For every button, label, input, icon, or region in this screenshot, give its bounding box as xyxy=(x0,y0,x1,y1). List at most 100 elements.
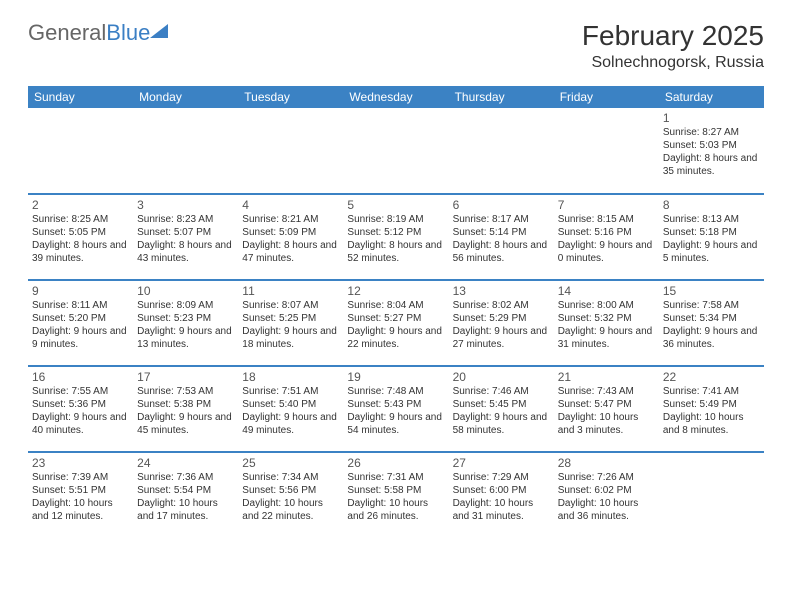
day-number: 2 xyxy=(32,198,129,212)
day-info: Sunrise: 8:13 AMSunset: 5:18 PMDaylight:… xyxy=(663,213,760,265)
calendar-cell: 14Sunrise: 8:00 AMSunset: 5:32 PMDayligh… xyxy=(554,280,659,366)
logo-text-blue: Blue xyxy=(106,20,150,45)
day-info: Sunrise: 7:31 AMSunset: 5:58 PMDaylight:… xyxy=(347,471,444,523)
calendar-cell xyxy=(133,108,238,194)
calendar-cell: 3Sunrise: 8:23 AMSunset: 5:07 PMDaylight… xyxy=(133,194,238,280)
calendar-cell: 2Sunrise: 8:25 AMSunset: 5:05 PMDaylight… xyxy=(28,194,133,280)
calendar-cell: 21Sunrise: 7:43 AMSunset: 5:47 PMDayligh… xyxy=(554,366,659,452)
calendar-cell: 7Sunrise: 8:15 AMSunset: 5:16 PMDaylight… xyxy=(554,194,659,280)
calendar-cell xyxy=(659,452,764,538)
day-info: Sunrise: 8:17 AMSunset: 5:14 PMDaylight:… xyxy=(453,213,550,265)
calendar-cell xyxy=(28,108,133,194)
day-info: Sunrise: 7:39 AMSunset: 5:51 PMDaylight:… xyxy=(32,471,129,523)
day-number: 10 xyxy=(137,284,234,298)
day-info: Sunrise: 7:58 AMSunset: 5:34 PMDaylight:… xyxy=(663,299,760,351)
day-info: Sunrise: 8:11 AMSunset: 5:20 PMDaylight:… xyxy=(32,299,129,351)
calendar-cell: 26Sunrise: 7:31 AMSunset: 5:58 PMDayligh… xyxy=(343,452,448,538)
day-header: Wednesday xyxy=(343,86,448,108)
calendar-row: 16Sunrise: 7:55 AMSunset: 5:36 PMDayligh… xyxy=(28,366,764,452)
day-info: Sunrise: 8:23 AMSunset: 5:07 PMDaylight:… xyxy=(137,213,234,265)
calendar-cell: 1Sunrise: 8:27 AMSunset: 5:03 PMDaylight… xyxy=(659,108,764,194)
day-number: 24 xyxy=(137,456,234,470)
day-number: 25 xyxy=(242,456,339,470)
logo-text: GeneralBlue xyxy=(28,20,150,46)
day-info: Sunrise: 8:04 AMSunset: 5:27 PMDaylight:… xyxy=(347,299,444,351)
calendar-row: 9Sunrise: 8:11 AMSunset: 5:20 PMDaylight… xyxy=(28,280,764,366)
day-number: 12 xyxy=(347,284,444,298)
day-header: Tuesday xyxy=(238,86,343,108)
day-number: 16 xyxy=(32,370,129,384)
day-number: 9 xyxy=(32,284,129,298)
day-info: Sunrise: 7:34 AMSunset: 5:56 PMDaylight:… xyxy=(242,471,339,523)
day-number: 17 xyxy=(137,370,234,384)
calendar-cell: 27Sunrise: 7:29 AMSunset: 6:00 PMDayligh… xyxy=(449,452,554,538)
calendar-cell: 23Sunrise: 7:39 AMSunset: 5:51 PMDayligh… xyxy=(28,452,133,538)
day-number: 3 xyxy=(137,198,234,212)
day-info: Sunrise: 7:46 AMSunset: 5:45 PMDaylight:… xyxy=(453,385,550,437)
day-header-row: SundayMondayTuesdayWednesdayThursdayFrid… xyxy=(28,86,764,108)
day-number: 8 xyxy=(663,198,760,212)
day-number: 28 xyxy=(558,456,655,470)
day-info: Sunrise: 7:36 AMSunset: 5:54 PMDaylight:… xyxy=(137,471,234,523)
calendar-cell: 24Sunrise: 7:36 AMSunset: 5:54 PMDayligh… xyxy=(133,452,238,538)
day-info: Sunrise: 8:09 AMSunset: 5:23 PMDaylight:… xyxy=(137,299,234,351)
calendar-cell xyxy=(449,108,554,194)
day-number: 15 xyxy=(663,284,760,298)
day-info: Sunrise: 8:25 AMSunset: 5:05 PMDaylight:… xyxy=(32,213,129,265)
day-number: 19 xyxy=(347,370,444,384)
day-number: 18 xyxy=(242,370,339,384)
day-info: Sunrise: 7:48 AMSunset: 5:43 PMDaylight:… xyxy=(347,385,444,437)
calendar-cell: 10Sunrise: 8:09 AMSunset: 5:23 PMDayligh… xyxy=(133,280,238,366)
day-number: 20 xyxy=(453,370,550,384)
calendar-body: 1Sunrise: 8:27 AMSunset: 5:03 PMDaylight… xyxy=(28,108,764,538)
calendar-cell xyxy=(343,108,448,194)
day-info: Sunrise: 8:07 AMSunset: 5:25 PMDaylight:… xyxy=(242,299,339,351)
calendar-cell: 13Sunrise: 8:02 AMSunset: 5:29 PMDayligh… xyxy=(449,280,554,366)
day-info: Sunrise: 7:26 AMSunset: 6:02 PMDaylight:… xyxy=(558,471,655,523)
calendar-cell: 11Sunrise: 8:07 AMSunset: 5:25 PMDayligh… xyxy=(238,280,343,366)
day-number: 11 xyxy=(242,284,339,298)
day-number: 13 xyxy=(453,284,550,298)
day-info: Sunrise: 7:51 AMSunset: 5:40 PMDaylight:… xyxy=(242,385,339,437)
day-info: Sunrise: 8:21 AMSunset: 5:09 PMDaylight:… xyxy=(242,213,339,265)
day-info: Sunrise: 7:41 AMSunset: 5:49 PMDaylight:… xyxy=(663,385,760,437)
calendar-cell: 12Sunrise: 8:04 AMSunset: 5:27 PMDayligh… xyxy=(343,280,448,366)
calendar-cell: 4Sunrise: 8:21 AMSunset: 5:09 PMDaylight… xyxy=(238,194,343,280)
day-number: 21 xyxy=(558,370,655,384)
day-number: 6 xyxy=(453,198,550,212)
calendar-cell: 25Sunrise: 7:34 AMSunset: 5:56 PMDayligh… xyxy=(238,452,343,538)
day-number: 26 xyxy=(347,456,444,470)
day-header: Thursday xyxy=(449,86,554,108)
calendar-cell: 16Sunrise: 7:55 AMSunset: 5:36 PMDayligh… xyxy=(28,366,133,452)
calendar-cell xyxy=(554,108,659,194)
header: GeneralBlue February 2025 Solnechnogorsk… xyxy=(28,20,764,72)
day-number: 27 xyxy=(453,456,550,470)
calendar-cell: 20Sunrise: 7:46 AMSunset: 5:45 PMDayligh… xyxy=(449,366,554,452)
day-info: Sunrise: 7:43 AMSunset: 5:47 PMDaylight:… xyxy=(558,385,655,437)
calendar-cell: 19Sunrise: 7:48 AMSunset: 5:43 PMDayligh… xyxy=(343,366,448,452)
day-info: Sunrise: 7:29 AMSunset: 6:00 PMDaylight:… xyxy=(453,471,550,523)
day-number: 1 xyxy=(663,111,760,125)
calendar-row: 2Sunrise: 8:25 AMSunset: 5:05 PMDaylight… xyxy=(28,194,764,280)
day-info: Sunrise: 8:15 AMSunset: 5:16 PMDaylight:… xyxy=(558,213,655,265)
calendar-cell: 17Sunrise: 7:53 AMSunset: 5:38 PMDayligh… xyxy=(133,366,238,452)
calendar-cell: 5Sunrise: 8:19 AMSunset: 5:12 PMDaylight… xyxy=(343,194,448,280)
calendar-cell: 15Sunrise: 7:58 AMSunset: 5:34 PMDayligh… xyxy=(659,280,764,366)
day-header: Monday xyxy=(133,86,238,108)
day-header: Sunday xyxy=(28,86,133,108)
day-info: Sunrise: 8:02 AMSunset: 5:29 PMDaylight:… xyxy=(453,299,550,351)
calendar-cell: 22Sunrise: 7:41 AMSunset: 5:49 PMDayligh… xyxy=(659,366,764,452)
calendar-cell: 6Sunrise: 8:17 AMSunset: 5:14 PMDaylight… xyxy=(449,194,554,280)
title-block: February 2025 Solnechnogorsk, Russia xyxy=(582,20,764,72)
day-header: Friday xyxy=(554,86,659,108)
calendar-table: SundayMondayTuesdayWednesdayThursdayFrid… xyxy=(28,86,764,538)
calendar-row: 1Sunrise: 8:27 AMSunset: 5:03 PMDaylight… xyxy=(28,108,764,194)
day-info: Sunrise: 7:55 AMSunset: 5:36 PMDaylight:… xyxy=(32,385,129,437)
day-info: Sunrise: 8:27 AMSunset: 5:03 PMDaylight:… xyxy=(663,126,760,178)
calendar-row: 23Sunrise: 7:39 AMSunset: 5:51 PMDayligh… xyxy=(28,452,764,538)
month-title: February 2025 xyxy=(582,20,764,52)
calendar-cell: 8Sunrise: 8:13 AMSunset: 5:18 PMDaylight… xyxy=(659,194,764,280)
logo-text-general: General xyxy=(28,20,106,45)
calendar-cell: 28Sunrise: 7:26 AMSunset: 6:02 PMDayligh… xyxy=(554,452,659,538)
calendar-cell xyxy=(238,108,343,194)
